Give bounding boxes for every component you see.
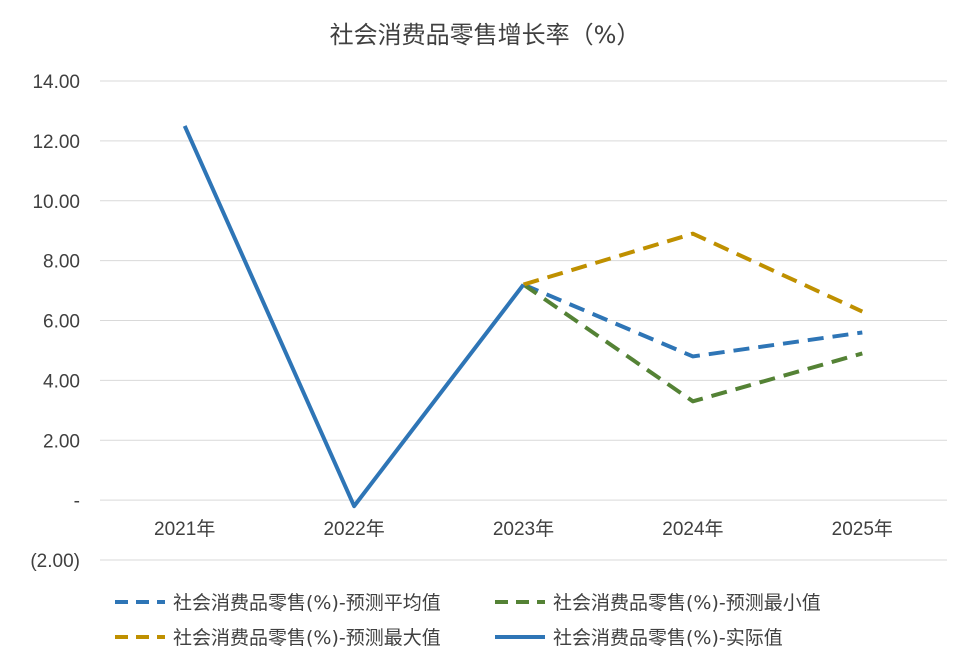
x-tick-label: 2022年 — [323, 518, 384, 540]
y-axis-tick-labels: 14.00 12.00 10.00 8.00 6.00 4.00 2.00 - (2.00) — [30, 72, 80, 572]
legend-label: 社会消费品零售(%)-预测平均值 — [173, 592, 441, 614]
y-tick-label: 6.00 — [43, 312, 80, 333]
series-line-1 — [522, 282, 863, 404]
series-lines — [182, 125, 864, 509]
legend-label: 社会消费品零售(%)-预测最大值 — [173, 627, 441, 649]
y-tick-label: 12.00 — [32, 132, 80, 153]
y-tick-label: 10.00 — [32, 192, 80, 213]
chart-title: 社会消费品零售增长率（%） — [330, 21, 641, 49]
x-tick-label: 2021年 — [154, 518, 215, 540]
y-tick-label: 14.00 — [32, 72, 80, 93]
x-tick-label: 2023年 — [493, 518, 554, 540]
series-line-3 — [182, 125, 526, 509]
x-tick-label: 2024年 — [662, 518, 723, 540]
y-tick-label: - — [74, 491, 80, 512]
y-tick-label: 4.00 — [43, 371, 80, 392]
legend-label: 社会消费品零售(%)-预测最小值 — [553, 592, 821, 614]
legend-label: 社会消费品零售(%)-实际值 — [553, 627, 783, 649]
gridlines — [100, 80, 947, 561]
x-tick-label: 2025年 — [832, 518, 893, 540]
y-tick-label: 8.00 — [43, 252, 80, 273]
series-line-0 — [522, 282, 863, 359]
y-tick-label: 2.00 — [43, 431, 80, 452]
series-line-2 — [522, 231, 864, 314]
legend: 社会消费品零售(%)-预测平均值 社会消费品零售(%)-预测最小值社会消费品零售(… — [115, 592, 821, 649]
x-axis-tick-labels: 2021年 2022年 2023年 2024年 2025年 — [154, 518, 893, 540]
y-tick-label: (2.00) — [30, 551, 80, 572]
